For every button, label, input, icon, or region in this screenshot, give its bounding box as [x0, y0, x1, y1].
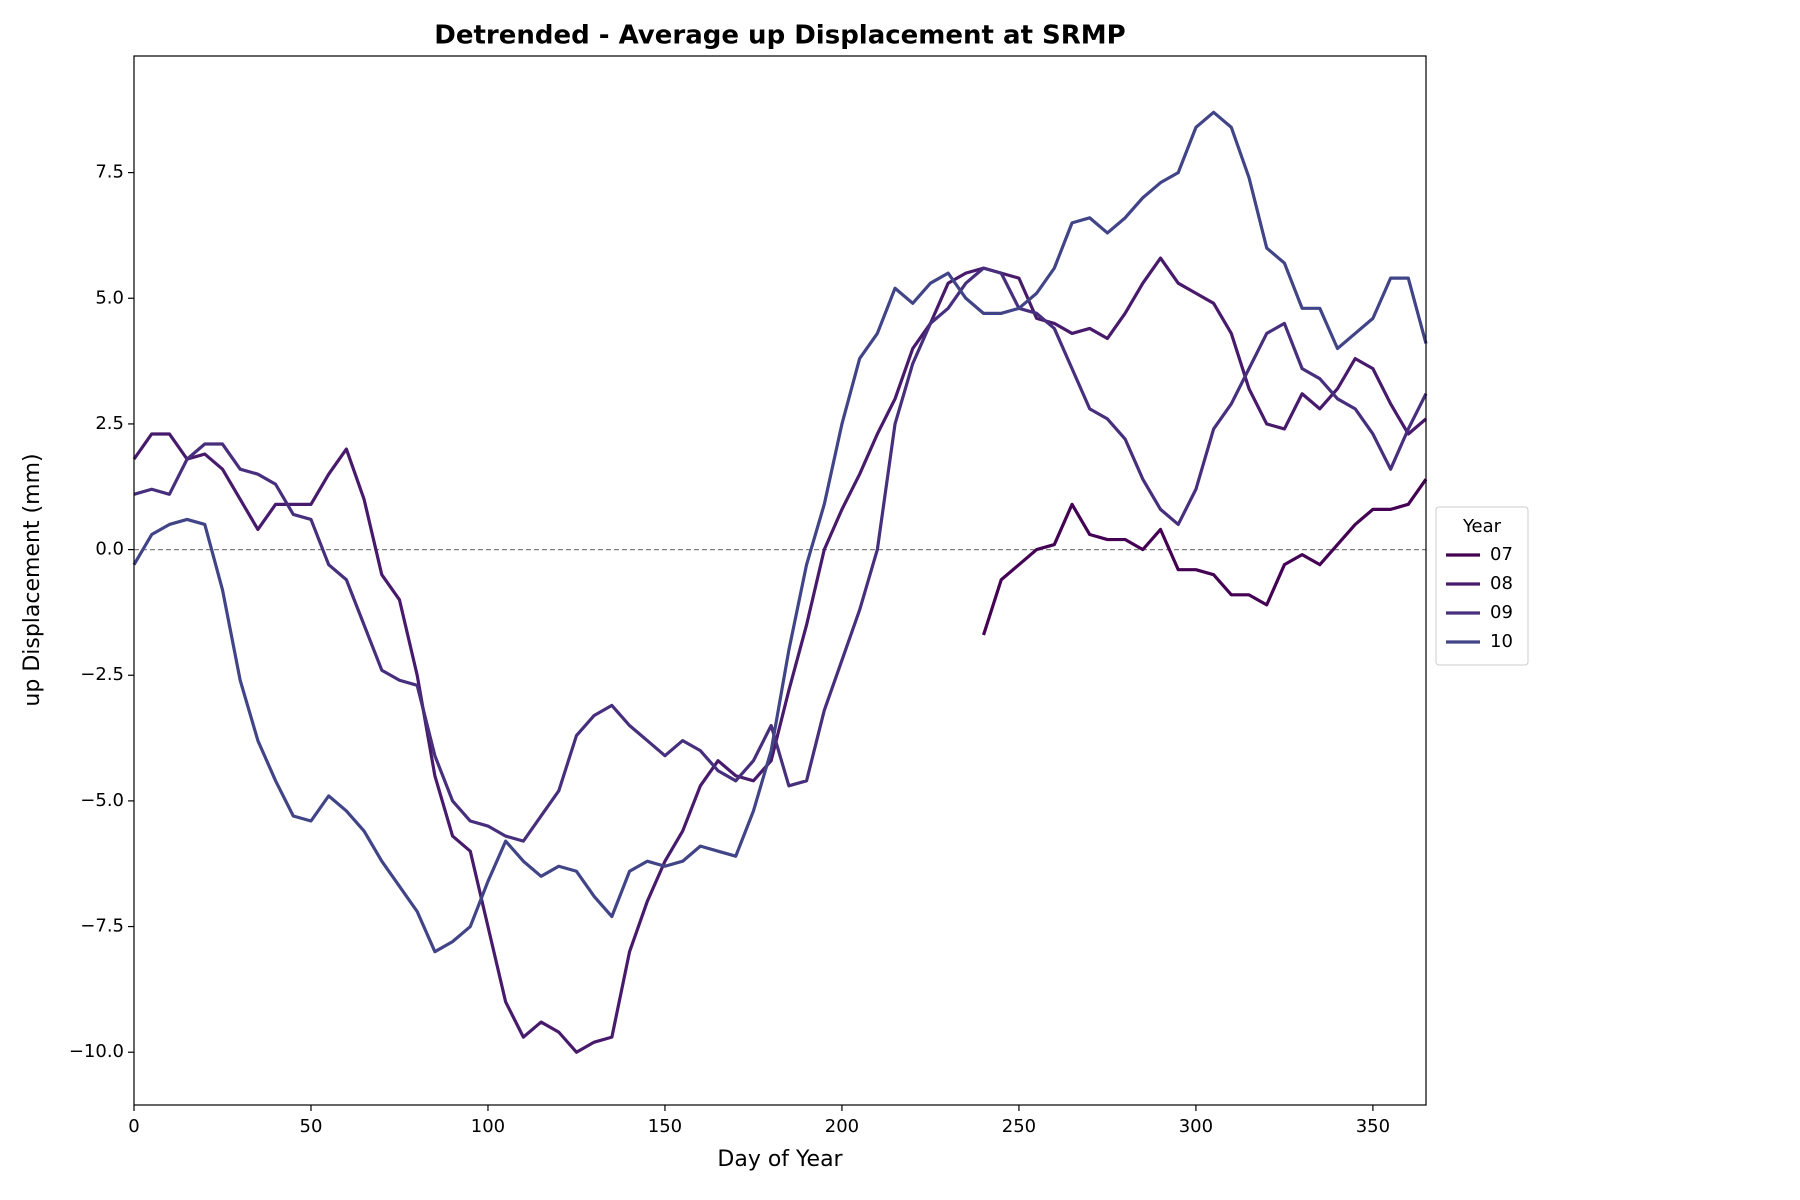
- series-line: [132, 256, 1428, 1054]
- x-tick-label: 0: [128, 1116, 139, 1137]
- y-tick-label: −5.0: [80, 790, 124, 811]
- x-tick-label: 100: [471, 1116, 505, 1137]
- x-tick-label: 300: [1179, 1116, 1213, 1137]
- y-tick-label: 7.5: [95, 162, 124, 183]
- legend-label: 10: [1490, 631, 1513, 652]
- y-tick-label: −10.0: [69, 1041, 124, 1062]
- y-tick-label: 5.0: [95, 287, 124, 308]
- y-tick-label: 2.5: [95, 413, 124, 434]
- legend-label: 08: [1490, 573, 1513, 594]
- series-line: [133, 266, 1428, 843]
- x-tick-label: 50: [300, 1116, 323, 1137]
- y-tick-label: −7.5: [80, 916, 124, 937]
- y-tick-label: 0.0: [95, 539, 124, 560]
- legend-title: Year: [1462, 516, 1502, 537]
- x-tick-label: 350: [1356, 1116, 1390, 1137]
- series-line: [982, 478, 1428, 636]
- series-line: [132, 110, 1428, 954]
- x-tick-label: 200: [825, 1116, 859, 1137]
- legend-label: 07: [1490, 544, 1513, 565]
- legend-box: [1435, 506, 1529, 666]
- legend-label: 09: [1490, 602, 1513, 623]
- x-tick-label: 250: [1002, 1116, 1036, 1137]
- chart-title: Detrended - Average up Displacement at S…: [434, 21, 1125, 51]
- y-axis-label: up Displacement (mm): [20, 453, 45, 706]
- x-tick-label: 150: [648, 1116, 682, 1137]
- plot-frame: [133, 55, 1427, 1106]
- x-axis-label: Day of Year: [717, 1147, 843, 1172]
- y-tick-label: −2.5: [80, 664, 124, 685]
